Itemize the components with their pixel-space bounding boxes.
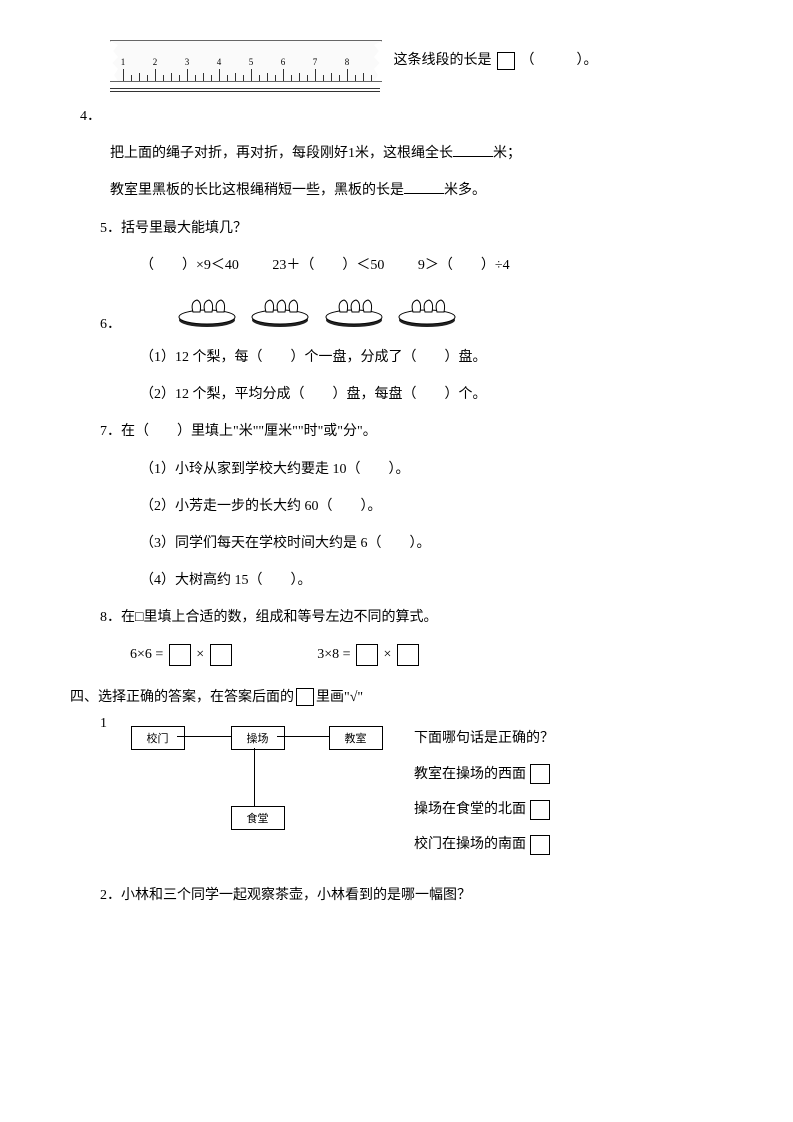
- q4-line1: 把上面的绳子对折，再对折，每段刚好1米，这根绳全长米；: [110, 141, 723, 166]
- ruler-figure: // placeholder to keep structure; ticks …: [110, 40, 723, 82]
- s4q2: 2．小林和三个同学一起观察茶壶，小林看到的是哪一幅图？: [100, 883, 723, 908]
- s4q1-prompt: 下面哪句话是正确的？: [414, 726, 714, 751]
- s4q1-options: 下面哪句话是正确的？ 教室在操场的西面 操场在食堂的北面 校门在操场的南面: [414, 716, 714, 867]
- q4-number: 4．: [80, 104, 723, 129]
- checkbox[interactable]: [530, 764, 550, 784]
- q7-title: 7．在（ ）里填上"米""厘米""时"或"分"。: [100, 419, 723, 444]
- campus-diagram: 校门 操场 教室 食堂: [131, 716, 381, 866]
- ruler-num-7: 7: [313, 57, 318, 67]
- blank[interactable]: [404, 193, 444, 194]
- ruler-num-3: 3: [185, 57, 190, 67]
- q4-line2: 教室里黑板的长比这根绳稍短一些，黑板的长是米多。: [110, 178, 723, 203]
- q7-item-1: （1）小玲从家到学校大约要走 10（ ）。: [140, 457, 723, 482]
- q5-items: （ ）×9＜40 23＋（ ）＜50 9＞（ ）÷4: [140, 253, 723, 278]
- ruler: // placeholder to keep structure; ticks …: [110, 40, 382, 82]
- q6-sub1: （1）12 个梨，每（ ）个一盘，分成了（ ）盘。: [140, 345, 723, 370]
- answer-box[interactable]: [497, 52, 515, 70]
- checkbox-icon: [296, 688, 314, 706]
- q6-sub2: （2）12 个梨，平均分成（ ）盘，每盘（ ）个。: [140, 382, 723, 407]
- checkbox[interactable]: [530, 800, 550, 820]
- ruler-num-5: 5: [249, 57, 254, 67]
- pear-plate-icon: [322, 290, 386, 328]
- ruler-num-2: 2: [153, 57, 158, 67]
- answer-box[interactable]: [397, 644, 419, 666]
- pear-plate-icon: [248, 290, 312, 328]
- checkbox[interactable]: [530, 835, 550, 855]
- answer-box[interactable]: [169, 644, 191, 666]
- line-segment: [110, 88, 380, 92]
- segment-length-text: 这条线段的长是: [394, 53, 492, 68]
- node-canteen: 食堂: [231, 806, 285, 830]
- q6-row: 6．: [100, 290, 723, 333]
- q7-item-2: （2）小芳走一步的长大约 60（ ）。: [140, 494, 723, 519]
- q7-item-4: （4）大树高约 15（ ）。: [140, 568, 723, 593]
- ruler-num-1: 1: [121, 57, 126, 67]
- answer-box[interactable]: [356, 644, 378, 666]
- s4q1-opt-1: 教室在操场的西面: [414, 762, 714, 787]
- q7-item-3: （3）同学们每天在学校时间大约是 6（ ）。: [140, 531, 723, 556]
- s4q1-number: 1: [100, 716, 107, 731]
- node-gate: 校门: [131, 726, 185, 750]
- q5-title: 5．括号里最大能填几？: [100, 216, 723, 241]
- s4q1-opt-2: 操场在食堂的北面: [414, 797, 714, 822]
- pear-plate-icon: [175, 290, 239, 328]
- blank[interactable]: [453, 156, 493, 157]
- q8-title: 8．在□里填上合适的数，组成和等号左边不同的算式。: [100, 605, 723, 630]
- section4-title: 四、选择正确的答案，在答案后面的里画"√": [70, 686, 723, 707]
- q8-equations: 6×6 = × 3×8 = ×: [130, 642, 723, 667]
- s4q1-opt-3: 校门在操场的南面: [414, 832, 714, 857]
- answer-box[interactable]: [210, 644, 232, 666]
- ruler-num-4: 4: [217, 57, 222, 67]
- q5-item-3[interactable]: 9＞（ ）÷4: [418, 258, 510, 273]
- pear-plate-icon: [395, 290, 459, 328]
- q5-item-2[interactable]: 23＋（ ）＜50: [272, 258, 384, 273]
- node-field: 操场: [231, 726, 285, 750]
- ruler-num-8: 8: [345, 57, 350, 67]
- node-classroom: 教室: [329, 726, 383, 750]
- ruler-num-6: 6: [281, 57, 286, 67]
- segment-paren: （ ）。: [521, 53, 598, 68]
- q5-item-1[interactable]: （ ）×9＜40: [140, 258, 239, 273]
